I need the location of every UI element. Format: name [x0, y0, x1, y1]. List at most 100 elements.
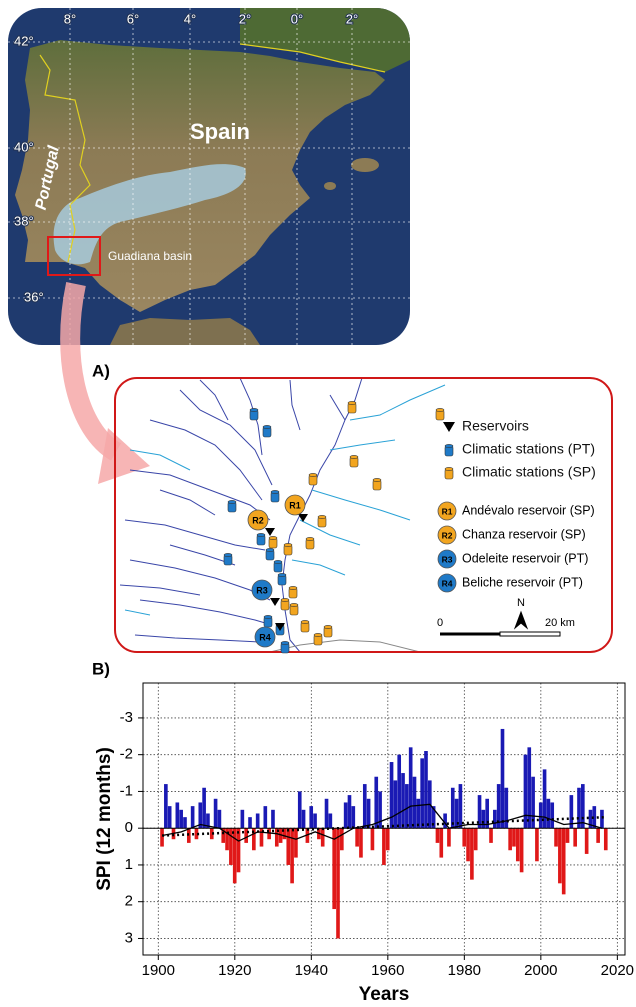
station	[350, 455, 358, 458]
river	[160, 490, 215, 515]
station	[301, 620, 309, 623]
station	[266, 548, 274, 551]
bar	[271, 810, 275, 828]
station	[284, 543, 292, 546]
bar	[581, 784, 585, 828]
bar	[309, 806, 313, 828]
river	[292, 560, 345, 575]
x-axis-title: Years	[359, 984, 410, 1005]
bar	[451, 788, 455, 828]
legend-code: R4	[442, 578, 453, 588]
bar	[459, 784, 463, 828]
river	[120, 378, 362, 652]
bar	[371, 828, 375, 850]
station	[271, 490, 279, 493]
bar	[470, 828, 474, 879]
panel-label: A)	[92, 361, 110, 380]
bar	[336, 828, 340, 938]
bar	[286, 828, 290, 865]
bar	[340, 828, 344, 850]
bar	[183, 817, 187, 828]
bar	[550, 802, 554, 828]
bar	[535, 828, 539, 861]
station	[228, 500, 236, 503]
legend-label: Chanza reservoir (SP)	[462, 527, 586, 541]
lat-label: 38°	[14, 213, 34, 228]
island	[324, 182, 336, 190]
legend-label: Climatic stations (PT)	[462, 441, 595, 457]
bar	[160, 828, 164, 846]
scale-label: 0	[437, 617, 443, 629]
bar	[424, 751, 428, 828]
station	[263, 425, 271, 428]
bar	[386, 828, 390, 850]
bar	[585, 828, 589, 854]
bar	[482, 810, 486, 828]
bar	[374, 777, 378, 828]
station	[306, 537, 314, 540]
figure: 8° 6° 4° 2° 0° 2° 42° 40° 38° 36° Spain …	[0, 0, 636, 1007]
bar	[264, 806, 268, 828]
station	[269, 536, 277, 539]
bar	[558, 828, 562, 883]
reservoir-symbol	[270, 598, 280, 606]
north-arrow	[515, 612, 527, 628]
station	[445, 444, 453, 447]
legend-label: Andévalo reservoir (SP)	[462, 503, 595, 517]
bar	[466, 828, 470, 861]
legend-label: Beliche reservoir (PT)	[462, 575, 583, 589]
legend-symbol	[445, 444, 453, 479]
bar	[214, 799, 218, 828]
bar	[325, 799, 329, 828]
bar	[218, 810, 222, 828]
bar	[359, 828, 363, 857]
bar	[516, 828, 520, 861]
bar	[363, 784, 367, 828]
legend-code: R2	[442, 530, 453, 540]
island	[351, 158, 379, 172]
bar	[179, 810, 183, 828]
station	[348, 401, 356, 404]
panel-label: B)	[92, 659, 110, 678]
lat-label: 42°	[14, 33, 34, 48]
bar	[409, 747, 413, 828]
bar	[600, 810, 604, 828]
bar	[302, 810, 306, 828]
bar	[294, 828, 298, 857]
coastline	[270, 640, 420, 652]
river-network	[120, 378, 445, 652]
x-tick-label: 1940	[295, 962, 328, 979]
station	[224, 553, 232, 556]
river	[330, 440, 395, 450]
reservoir-code: R2	[252, 515, 264, 525]
bar	[382, 828, 386, 865]
bar	[168, 806, 172, 828]
station	[445, 467, 453, 470]
reservoir-code: R3	[256, 585, 268, 595]
bar	[367, 799, 371, 828]
lon-label: 2°	[239, 11, 251, 26]
bar	[577, 788, 581, 828]
bar	[554, 828, 558, 846]
bar	[520, 828, 524, 872]
lat-label: 40°	[14, 139, 34, 154]
x-tick-label: 2020	[601, 962, 634, 979]
bar	[256, 813, 260, 828]
bar	[351, 806, 355, 828]
scale-bar	[500, 632, 560, 636]
lon-label: 8°	[64, 11, 76, 26]
bar	[562, 828, 566, 894]
bar	[462, 828, 466, 846]
bar	[401, 773, 405, 828]
north-label: N	[517, 597, 525, 609]
bar	[573, 828, 577, 846]
bar	[596, 828, 600, 843]
bar	[489, 828, 493, 843]
legend-label: Climatic stations (SP)	[462, 464, 596, 480]
y-tick-label: -3	[120, 709, 133, 726]
bar	[508, 828, 512, 850]
bar	[191, 806, 195, 828]
river	[350, 385, 445, 420]
station	[373, 478, 381, 481]
